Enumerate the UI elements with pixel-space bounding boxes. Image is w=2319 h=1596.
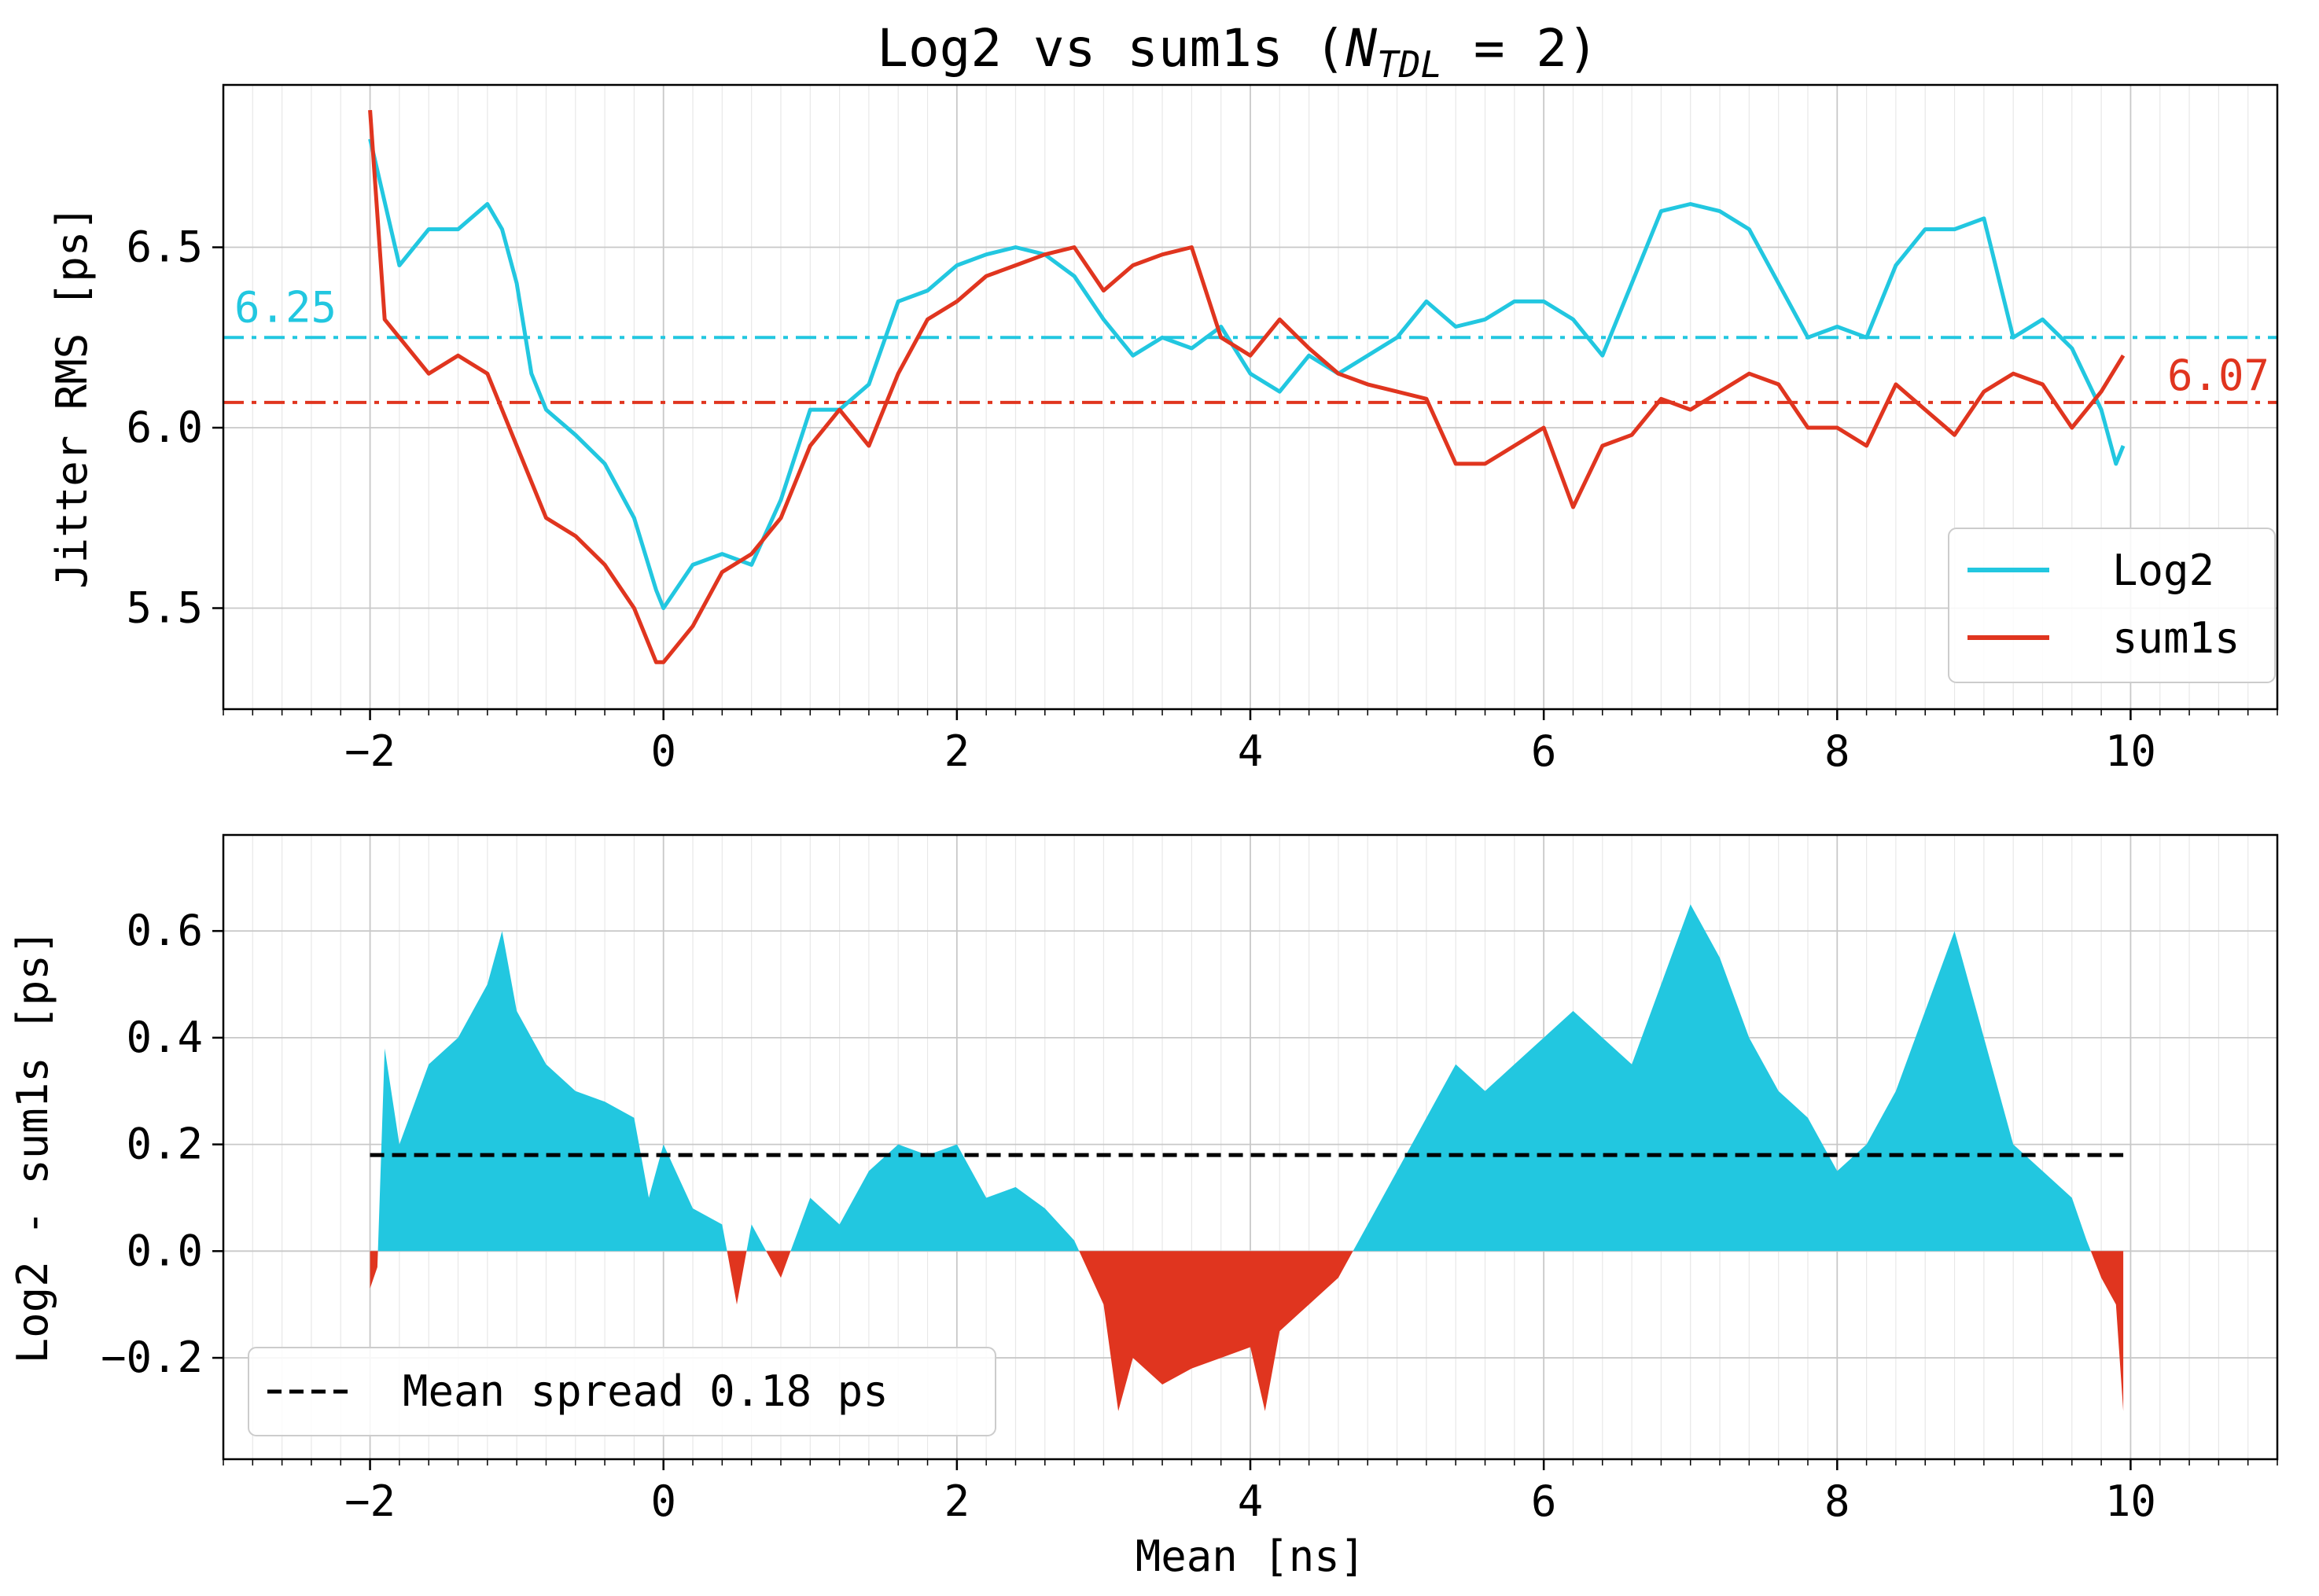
x-tick-label: 10 [2105, 726, 2156, 776]
x-tick-label: 8 [1824, 726, 1850, 776]
legend-label-sum1s: sum1s [2112, 613, 2240, 663]
chart-title-rest: = 2) [1442, 18, 1599, 79]
chart-title-main: Log2 vs sum1s [877, 18, 1283, 79]
y-tick-label: 0.6 [126, 906, 203, 955]
y-tick-label: 0.2 [126, 1120, 203, 1169]
bottom-y-axis-label: Log2 - sum1s [ps] [8, 929, 57, 1364]
reference-line-label-0: 6.25 [234, 282, 337, 332]
top-reference-lines: 6.25 6.07 [223, 282, 2277, 404]
x-tick-label: 0 [650, 1476, 676, 1526]
x-tick-label: 0 [650, 726, 676, 776]
top-legend-box [1948, 528, 2276, 683]
top-chart: 6.25 6.07 −2 0 2 4 6 8 10 5.5 6.0 6.5 Jitter RMS … [47, 83, 2279, 776]
chart-title-sub: TDL [1377, 43, 1442, 86]
x-tick-label: 4 [1238, 1476, 1264, 1526]
x-tick-label: 2 [944, 1476, 970, 1526]
top-legend: Log2 sum1s [1948, 528, 2276, 683]
top-y-axis-label: Jitter RMS [ps] [47, 205, 97, 589]
series-line-sum1s [368, 109, 2126, 664]
top-x-ticks: −2 0 2 4 6 8 10 [223, 709, 2278, 776]
bottom-y-ticks: −0.2 0.0 0.2 0.4 0.6 [101, 906, 223, 1382]
x-tick-label: 10 [2105, 1476, 2156, 1526]
y-tick-label: 6.5 [126, 222, 203, 272]
y-tick-label: −0.2 [101, 1333, 203, 1382]
y-tick-label: 5.5 [126, 583, 203, 632]
x-tick-label: −2 [344, 726, 396, 776]
x-tick-label: 2 [944, 726, 970, 776]
bottom-x-ticks: −2 0 2 4 6 8 10 [223, 1459, 2278, 1526]
positive-difference-area [370, 904, 2124, 1252]
top-series [368, 109, 2126, 664]
y-tick-label: 0.0 [126, 1226, 203, 1275]
chart-title: Log2 vs sum1s (NTDL = 2) [877, 18, 1599, 86]
y-tick-label: 0.4 [126, 1013, 203, 1062]
x-tick-label: 6 [1531, 726, 1557, 776]
bottom-legend: Mean spread 0.18 ps [248, 1347, 996, 1436]
x-tick-label: 6 [1531, 1476, 1557, 1526]
y-tick-label: 6.0 [126, 403, 203, 452]
x-tick-label: 4 [1238, 726, 1264, 776]
x-tick-label: −2 [344, 1476, 396, 1526]
series-line-log2 [368, 138, 2126, 610]
x-tick-label: 8 [1824, 1476, 1850, 1526]
legend-label-log2: Log2 [2112, 546, 2214, 595]
negative-difference-area [370, 1251, 2124, 1411]
top-y-ticks: 5.5 6.0 6.5 [126, 222, 223, 632]
chart-title-var: N [1345, 18, 1377, 79]
bottom-x-axis-label: Mean [ns] [1136, 1532, 1366, 1581]
reference-line-label-1: 6.07 [2167, 351, 2269, 400]
bottom-legend-box [248, 1347, 996, 1436]
bottom-chart: −2 0 2 4 6 8 10 −0.2 0.0 0.2 0.4 0.6 Log2 - sum1s … [8, 833, 2279, 1581]
legend-label-mean-spread: Mean spread 0.18 ps [403, 1366, 889, 1416]
bottom-difference-area [370, 904, 2124, 1411]
